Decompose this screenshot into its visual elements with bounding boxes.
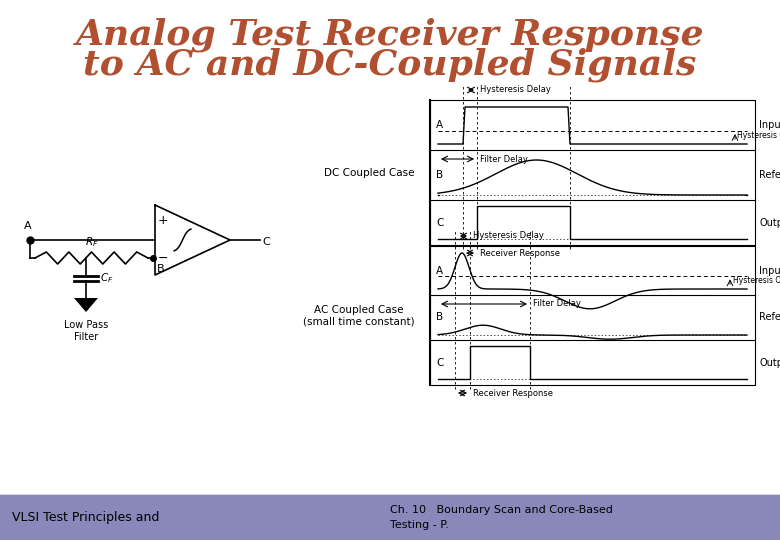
Text: Input: Input — [759, 266, 780, 275]
Text: Hysteresis Delay: Hysteresis Delay — [480, 85, 551, 94]
Text: Input: Input — [759, 120, 780, 130]
Text: Hysteresis Delay: Hysteresis Delay — [473, 232, 544, 240]
Text: A: A — [436, 120, 443, 130]
Text: −: − — [158, 252, 168, 265]
Text: Hysteresis Offset: Hysteresis Offset — [733, 276, 780, 285]
Text: Receiver Response: Receiver Response — [473, 388, 553, 397]
Text: +: + — [158, 213, 168, 226]
Text: Receiver Response: Receiver Response — [480, 248, 560, 258]
Bar — [0, 495, 780, 540]
Text: $R_F$: $R_F$ — [85, 235, 98, 249]
Text: Low Pass
Filter: Low Pass Filter — [64, 320, 108, 342]
Text: Ch. 10   Boundary Scan and Core-Based: Ch. 10 Boundary Scan and Core-Based — [390, 505, 613, 515]
Text: DC Coupled Case: DC Coupled Case — [324, 167, 415, 178]
Text: A: A — [436, 266, 443, 275]
Text: Reference: Reference — [759, 170, 780, 180]
Text: Output: Output — [759, 218, 780, 227]
Text: B: B — [436, 313, 443, 322]
Text: A: A — [24, 221, 32, 231]
Text: AC Coupled Case
(small time constant): AC Coupled Case (small time constant) — [303, 305, 415, 326]
Text: Hysteresis Offset: Hysteresis Offset — [737, 131, 780, 140]
Text: Testing - P.: Testing - P. — [390, 520, 448, 530]
Text: Filter Delay: Filter Delay — [480, 154, 528, 164]
Text: VLSI Test Principles and: VLSI Test Principles and — [12, 511, 159, 524]
Text: C: C — [436, 357, 443, 368]
Text: to AC and DC-Coupled Signals: to AC and DC-Coupled Signals — [83, 48, 697, 82]
Text: Output: Output — [759, 357, 780, 368]
Text: B: B — [158, 264, 165, 274]
Text: Referance: Referance — [759, 313, 780, 322]
Text: $C_F$: $C_F$ — [100, 272, 114, 286]
Text: B: B — [436, 170, 443, 180]
Polygon shape — [74, 298, 98, 312]
Text: Filter Delay: Filter Delay — [533, 300, 581, 308]
Text: C: C — [262, 237, 270, 247]
Text: Analog Test Receiver Response: Analog Test Receiver Response — [76, 18, 704, 52]
Text: C: C — [436, 218, 443, 227]
